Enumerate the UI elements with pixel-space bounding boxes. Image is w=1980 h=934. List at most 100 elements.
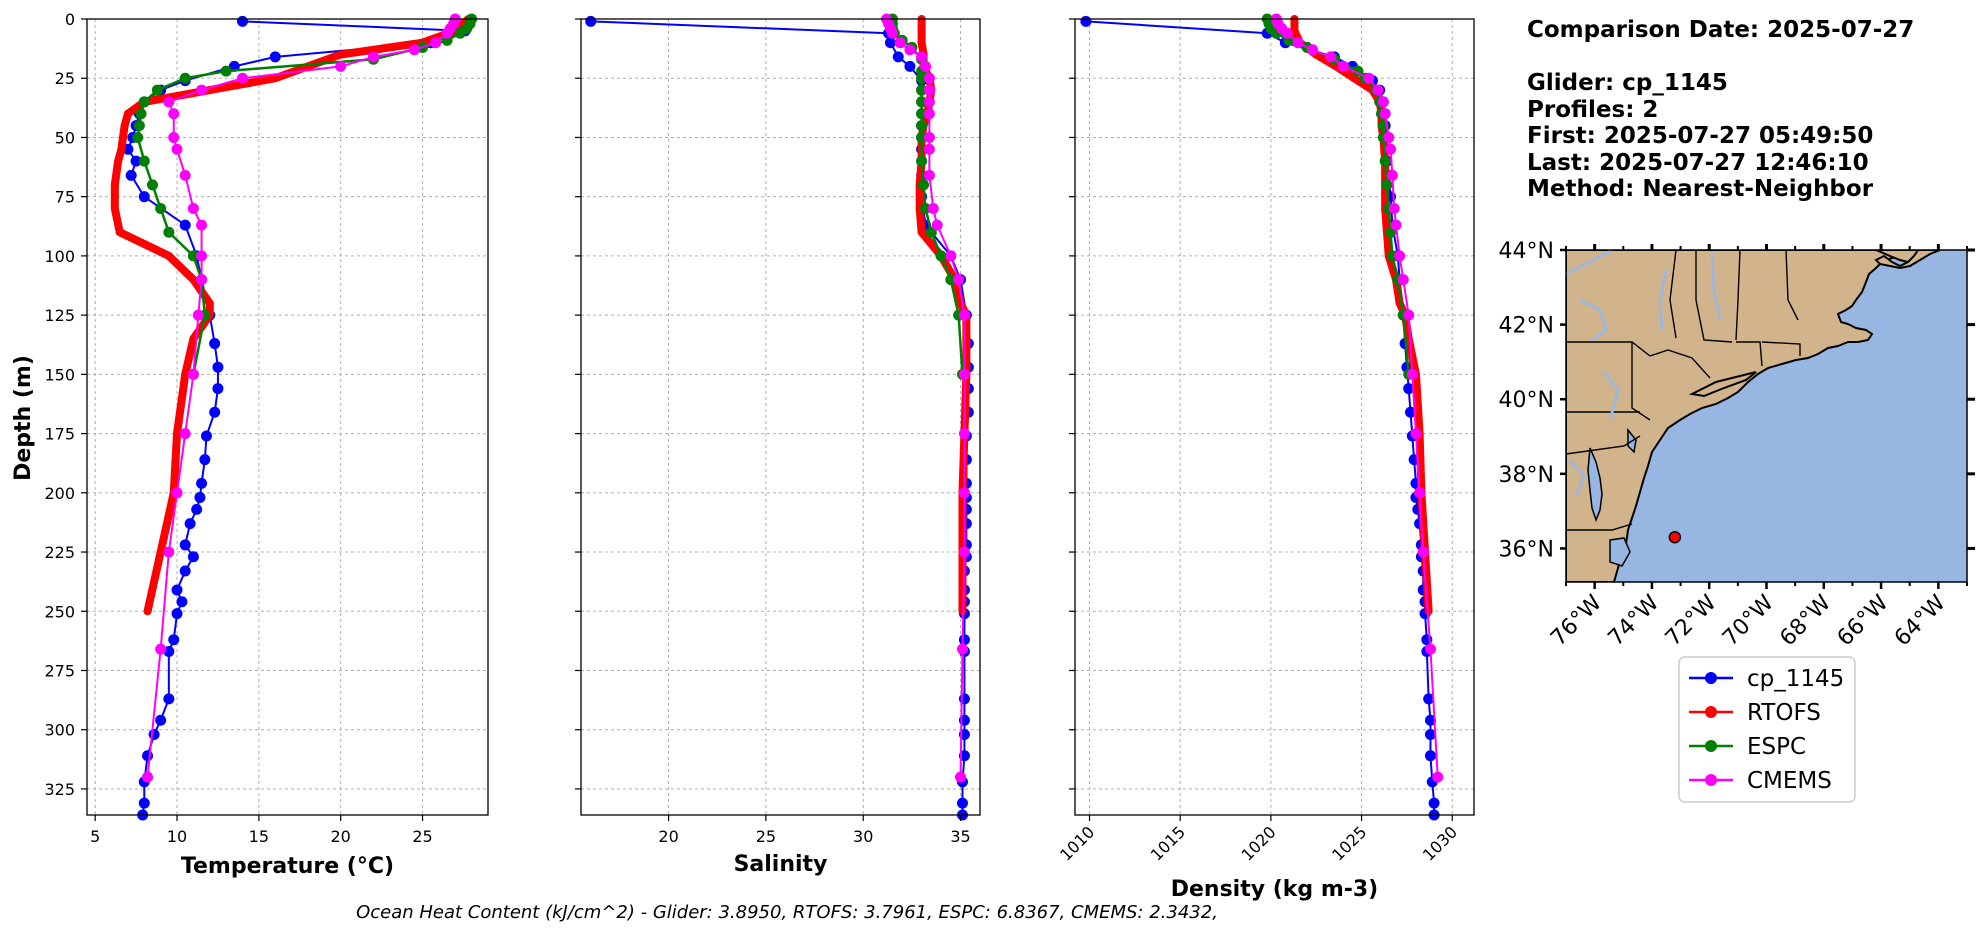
- x-tick-label: 1010: [1056, 822, 1098, 864]
- data-point-cmems: [430, 37, 442, 49]
- data-point-cmems: [958, 487, 970, 499]
- y-tick-label: 100: [44, 247, 75, 266]
- data-point-espc: [138, 155, 150, 167]
- data-point-cmems: [192, 309, 204, 321]
- map-long-island: [1688, 371, 1757, 398]
- map-lat-label: 44°N: [1499, 239, 1554, 264]
- data-point-cp_1145: [196, 477, 208, 489]
- data-point-cmems: [945, 250, 957, 262]
- data-point-cmems: [916, 51, 928, 63]
- legend-label-cp_1145: cp_1145: [1747, 666, 1844, 692]
- x-tick-label: 1020: [1237, 822, 1279, 864]
- y-tick-label: 150: [44, 365, 75, 384]
- data-point-cmems: [196, 274, 208, 286]
- first-time: First: 2025-07-27 05:49:50: [1527, 123, 1873, 149]
- data-point-cp_1145: [1403, 383, 1415, 395]
- data-point-cmems: [1414, 487, 1426, 499]
- data-point-espc: [916, 72, 928, 84]
- data-point-espc: [916, 84, 928, 96]
- data-point-cmems: [196, 219, 208, 231]
- data-point-cp_1145: [171, 608, 183, 620]
- data-point-cmems: [1379, 108, 1391, 120]
- data-point-cmems: [196, 84, 208, 96]
- series-group: [110, 13, 478, 821]
- data-point-cmems: [886, 27, 898, 39]
- data-point-espc: [151, 84, 163, 96]
- data-point-cmems: [236, 72, 248, 84]
- data-point-cmems: [904, 44, 916, 56]
- grid-lines: [581, 18, 980, 815]
- method: Method: Nearest-Neighbor: [1527, 176, 1874, 202]
- data-point-cp_1145: [200, 430, 212, 442]
- ocean-heat-content-footer: Ocean Heat Content (kJ/cm^2) - Glider: 3…: [356, 902, 1218, 923]
- info-block: Comparison Date: 2025-07-27 Glider: cp_1…: [1527, 17, 1914, 202]
- data-point-cmems: [1292, 37, 1304, 49]
- data-point-espc: [916, 96, 928, 108]
- data-point-cp_1145: [958, 693, 970, 705]
- data-point-cmems: [367, 51, 379, 63]
- data-point-cp_1145: [179, 565, 191, 577]
- data-point-cmems: [168, 108, 180, 120]
- map-pamlico: [1609, 537, 1631, 567]
- last-time: Last: 2025-07-27 12:46:10: [1527, 150, 1869, 176]
- data-point-rtofs: [917, 26, 926, 35]
- x-axis-label: Salinity: [734, 852, 828, 877]
- plot-frame: [580, 18, 981, 816]
- data-point-cmems: [958, 368, 970, 380]
- map-lat-label: 42°N: [1499, 314, 1554, 339]
- data-point-cp_1145: [904, 60, 916, 72]
- data-point-espc: [945, 274, 957, 286]
- plot-area: [87, 19, 488, 815]
- data-point-cp_1145: [1424, 728, 1436, 740]
- data-point-cmems: [1281, 27, 1293, 39]
- data-point-rtofs: [917, 38, 926, 47]
- map-land: [1566, 250, 1907, 582]
- data-point-espc: [163, 226, 175, 238]
- data-point-cp_1145: [142, 750, 154, 762]
- y-tick-label: 250: [44, 602, 75, 621]
- data-point-rtofs: [156, 548, 165, 557]
- data-point-cmems: [179, 428, 191, 440]
- y-tick-label: 225: [44, 543, 75, 562]
- data-point-cmems: [1406, 368, 1418, 380]
- data-point-cmems: [955, 771, 967, 783]
- x-tick-label: 10: [167, 827, 187, 846]
- x-tick-label: 1015: [1147, 822, 1189, 864]
- comparison-date: Comparison Date: 2025-07-27: [1527, 17, 1914, 43]
- data-point-espc: [916, 155, 928, 167]
- map-lon-label: 66°W: [1833, 590, 1894, 651]
- data-point-cp_1145: [958, 634, 970, 646]
- data-point-cmems: [1388, 203, 1400, 215]
- data-point-cp_1145: [191, 503, 203, 515]
- map-lon-label: 68°W: [1775, 590, 1836, 651]
- data-point-cp_1145: [125, 169, 137, 181]
- data-point-cp_1145: [1424, 714, 1436, 726]
- plot-area: [1075, 19, 1474, 815]
- data-point-rtofs: [173, 429, 182, 438]
- data-point-cmems: [923, 108, 935, 120]
- data-point-cp_1145: [1424, 750, 1436, 762]
- data-point-cmems: [1390, 219, 1402, 231]
- x-tick-label: 1025: [1328, 822, 1370, 864]
- location-map: 44°N 42°N 40°N 38°N 36°N 76°W74°W72°W70°W68°W…: [1499, 239, 1975, 651]
- data-point-cp_1145: [209, 406, 221, 418]
- x-tick-label: 35: [950, 827, 970, 846]
- data-point-espc: [187, 250, 199, 262]
- data-point-rtofs: [120, 121, 129, 130]
- data-point-cmems: [958, 309, 970, 321]
- data-point-cmems: [1385, 143, 1397, 155]
- data-point-cmems: [1397, 274, 1409, 286]
- profile-count: Profiles: 2: [1527, 97, 1658, 123]
- data-point-cp_1145: [187, 551, 199, 563]
- plot-frame: [86, 18, 489, 816]
- data-point-cp_1145: [269, 51, 281, 63]
- data-point-rtofs: [336, 50, 345, 59]
- map-bay: [1587, 447, 1603, 523]
- temperature-profile-panel: 5 10 15 20 250255075100125150175200225250275…: [44, 10, 489, 879]
- salinity-profile-panel: 20 25 30 35 Salinity: [575, 13, 981, 877]
- map-lon-label: 70°W: [1718, 590, 1779, 651]
- data-point-cp_1145: [1080, 15, 1092, 27]
- data-point-espc: [135, 108, 147, 120]
- data-point-cp_1145: [209, 338, 221, 350]
